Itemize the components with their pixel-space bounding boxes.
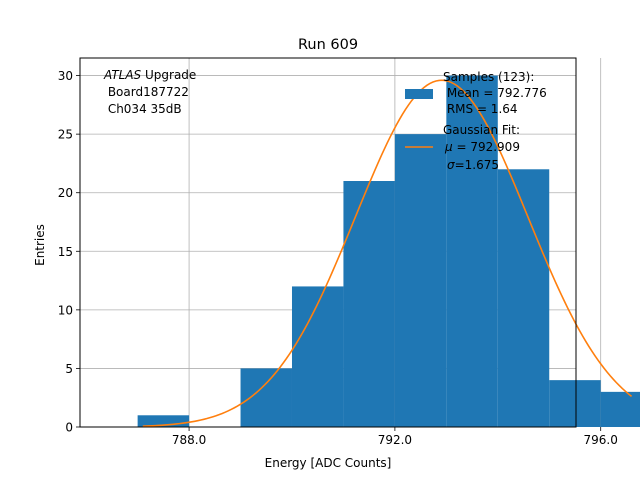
histogram-bar [291, 286, 344, 427]
x-tick-label: 788.0 [172, 433, 206, 447]
legend: Samples (123): Mean = 792.776 RMS = 1.64… [405, 70, 547, 172]
y-tick-label: 15 [58, 245, 73, 259]
legend-mu-value: = 792.909 [453, 140, 520, 154]
annotation-line-3: Ch034 35dB [104, 102, 182, 116]
histogram-bar [343, 181, 395, 427]
y-axis-label: Entries [33, 224, 47, 266]
x-tick-label: 792.0 [378, 433, 412, 447]
legend-mu-symbol: μ [444, 140, 453, 154]
histogram-bar [394, 134, 447, 427]
x-axis-label: Energy [ADC Counts] [265, 456, 392, 470]
histogram-bar [600, 391, 640, 427]
legend-samples-rms: RMS = 1.64 [443, 102, 518, 116]
axes-ticks: 788.0 792.0 796.0 0 5 10 15 20 25 30 [58, 69, 618, 447]
annotation-line-1: ATLAS Upgrade [103, 68, 196, 82]
info-annotation: ATLAS Upgrade Board187722 Ch034 35dB [103, 68, 196, 116]
chart-title: Run 609 [298, 37, 358, 53]
legend-fit-mu: μ = 792.909 [444, 140, 520, 154]
histogram-bar [240, 368, 292, 427]
annotation-atlas: ATLAS [103, 68, 142, 82]
y-tick-label: 30 [58, 69, 73, 83]
y-tick-label: 25 [58, 128, 73, 142]
x-tick-label: 796.0 [584, 433, 618, 447]
y-tick-label: 10 [58, 303, 73, 317]
histogram-bar [446, 75, 498, 428]
legend-samples-title: Samples (123): [443, 70, 534, 84]
histogram-bar [497, 169, 550, 428]
annotation-line-2: Board187722 [104, 85, 189, 99]
gaussian-fit [142, 79, 633, 427]
y-tick-label: 5 [65, 362, 73, 376]
legend-fit-sigma: σ=1.675 [447, 158, 499, 172]
legend-samples-mean: Mean = 792.776 [443, 86, 547, 100]
histogram-bar [137, 415, 190, 427]
y-tick-label: 0 [65, 421, 73, 435]
gaussian-fit-curve [142, 79, 633, 427]
legend-fit-title: Gaussian Fit: [443, 123, 520, 137]
annotation-upgrade: Upgrade [141, 68, 196, 82]
histogram-bar [549, 380, 601, 427]
plot-frame [79, 57, 577, 428]
legend-samples-swatch [405, 89, 433, 99]
legend-sigma-symbol: σ [447, 158, 455, 172]
legend-sigma-value: =1.675 [455, 158, 499, 172]
y-tick-label: 20 [58, 186, 73, 200]
